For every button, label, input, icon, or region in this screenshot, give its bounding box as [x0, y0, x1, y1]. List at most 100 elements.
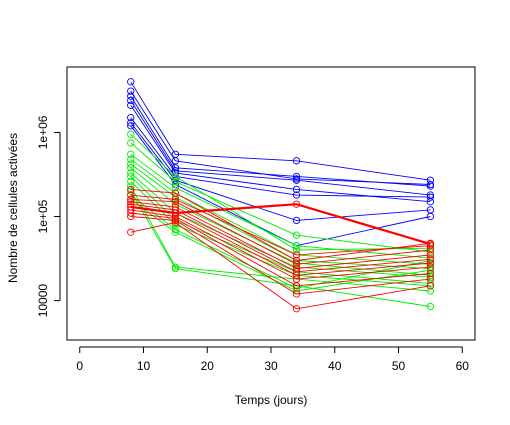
data-point — [426, 259, 435, 267]
data-point — [292, 256, 301, 265]
series-line — [130, 190, 431, 307]
x-tick-label: 20 — [201, 359, 215, 373]
data-point — [127, 160, 135, 168]
y-axis: 10000 1e+05 1e+06 — [36, 115, 61, 318]
series-layer — [127, 78, 435, 313]
data-point — [127, 182, 135, 190]
data-point — [292, 200, 301, 208]
data-point — [171, 264, 180, 273]
series-line — [130, 163, 431, 270]
data-point — [127, 195, 135, 204]
series — [127, 96, 435, 199]
data-point — [292, 191, 301, 199]
series-line — [130, 95, 431, 187]
x-tick-label: 10 — [137, 359, 151, 373]
data-point — [127, 92, 135, 100]
data-point — [127, 155, 135, 163]
data-point — [426, 193, 435, 201]
data-point — [127, 113, 135, 122]
data-point — [292, 260, 301, 268]
data-point — [171, 167, 180, 175]
data-point — [426, 182, 435, 190]
series-line — [130, 198, 431, 265]
series-line — [130, 203, 431, 246]
data-point — [426, 302, 435, 311]
data-point — [127, 185, 135, 194]
x-axis: 0 10 20 30 40 50 60 — [76, 346, 470, 373]
x-tick-label: 40 — [328, 359, 342, 373]
series — [127, 130, 435, 254]
data-point — [171, 214, 180, 223]
data-point — [292, 216, 301, 225]
data-point — [127, 139, 135, 147]
data-point — [127, 164, 135, 172]
data-point — [426, 240, 435, 248]
series-line — [130, 133, 431, 251]
data-point — [127, 101, 135, 109]
series-line — [130, 176, 431, 284]
plot-frame — [66, 66, 476, 341]
x-tick-label: 50 — [392, 359, 406, 373]
x-tick-label: 60 — [456, 359, 470, 373]
data-point — [292, 284, 301, 292]
series-line — [130, 209, 431, 280]
data-point — [127, 150, 135, 158]
data-point — [127, 130, 135, 138]
series — [127, 119, 435, 225]
series — [127, 195, 435, 268]
data-point — [292, 282, 301, 290]
series-line — [130, 117, 431, 198]
series — [127, 78, 435, 184]
data-point — [292, 271, 301, 279]
data-point — [127, 87, 135, 95]
data-point — [292, 231, 301, 239]
data-point — [426, 198, 435, 206]
series-line — [130, 216, 431, 295]
data-point — [171, 184, 180, 192]
data-point — [171, 218, 180, 227]
data-point — [292, 157, 301, 165]
data-point — [127, 96, 135, 105]
data-point — [292, 172, 301, 181]
series-line — [130, 100, 431, 196]
data-point — [127, 177, 135, 186]
y-tick-label: 10000 — [36, 284, 50, 318]
data-point — [426, 255, 435, 263]
series-line — [130, 222, 431, 310]
series-line — [130, 203, 431, 273]
data-point — [171, 216, 180, 225]
series — [127, 209, 435, 290]
series — [127, 200, 435, 248]
data-point — [426, 282, 435, 290]
data-point — [426, 279, 435, 288]
data-point — [171, 198, 180, 206]
series-line — [130, 172, 431, 278]
data-point — [171, 228, 180, 236]
data-point — [426, 251, 435, 259]
data-point — [127, 78, 135, 86]
data-point — [292, 246, 301, 254]
data-point — [426, 271, 435, 279]
data-point — [171, 209, 180, 217]
data-point — [171, 193, 180, 201]
data-point — [292, 305, 301, 313]
y-tick-label: 1e+06 — [36, 115, 50, 149]
data-point — [127, 228, 135, 236]
series-line — [130, 81, 431, 181]
data-point — [171, 195, 180, 204]
data-point — [127, 198, 135, 206]
data-point — [426, 269, 435, 278]
data-point — [127, 169, 135, 177]
series-line — [130, 194, 431, 256]
data-point — [127, 212, 135, 221]
data-point — [292, 185, 301, 194]
series-line — [130, 201, 431, 270]
data-point — [127, 203, 135, 211]
series-line — [130, 158, 431, 265]
series-line — [130, 105, 431, 203]
series-line — [130, 122, 431, 221]
data-point — [292, 176, 301, 184]
series — [127, 198, 435, 273]
x-tick-label: 30 — [264, 359, 278, 373]
